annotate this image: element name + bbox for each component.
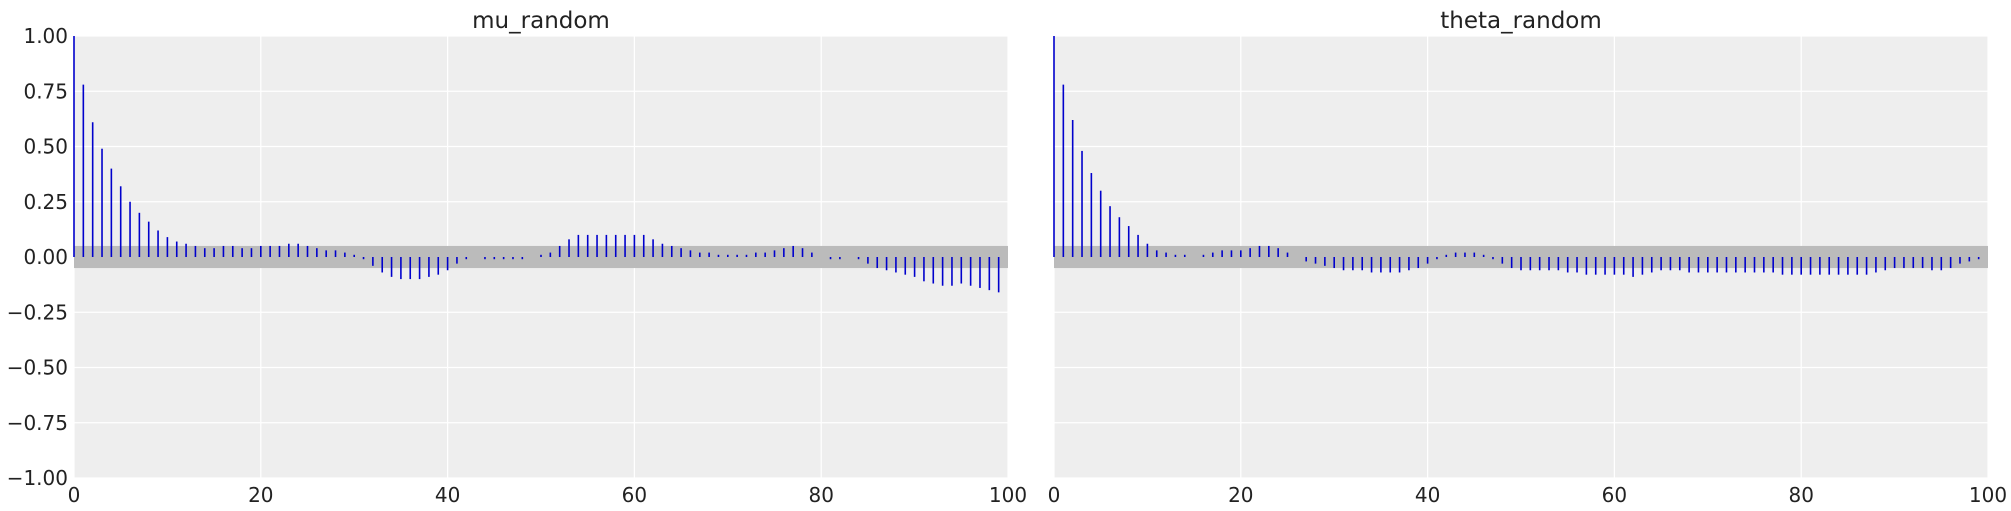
x-tick-label: 0 <box>1048 483 1061 507</box>
y-tick-label: 0.75 <box>23 79 68 103</box>
x-tick-label: 0 <box>68 483 81 507</box>
y-tick-label: 0.50 <box>23 135 68 159</box>
chart-title: mu_random <box>472 8 610 34</box>
x-tick-label: 60 <box>1602 483 1627 507</box>
x-tick-label: 40 <box>1415 483 1440 507</box>
y-tick-label: −0.25 <box>7 300 68 324</box>
y-tick-label: −0.75 <box>7 411 68 435</box>
theta-random-acf-panel: theta_random 0 20 40 60 80 100 <box>1048 8 2007 507</box>
chart-title: theta_random <box>1440 8 1602 34</box>
mu-random-acf-panel: mu_random 0 20 40 60 80 100 −1.00 −0.75 −0.50 −0.… <box>7 8 1027 507</box>
x-tick-label: 40 <box>435 483 460 507</box>
y-tick-label: −0.50 <box>7 356 68 380</box>
y-tick-label: 0.00 <box>23 245 68 269</box>
x-tick-label: 20 <box>1228 483 1253 507</box>
x-tick-label: 60 <box>622 483 647 507</box>
x-tick-label: 80 <box>808 483 833 507</box>
y-tick-label: −1.00 <box>7 466 68 490</box>
y-tick-label: 1.00 <box>23 24 68 48</box>
x-tick-label: 20 <box>248 483 273 507</box>
x-tick-label: 80 <box>1788 483 1813 507</box>
y-tick-label: 0.25 <box>23 190 68 214</box>
x-tick-label: 100 <box>989 483 1027 507</box>
x-tick-label: 100 <box>1969 483 2007 507</box>
